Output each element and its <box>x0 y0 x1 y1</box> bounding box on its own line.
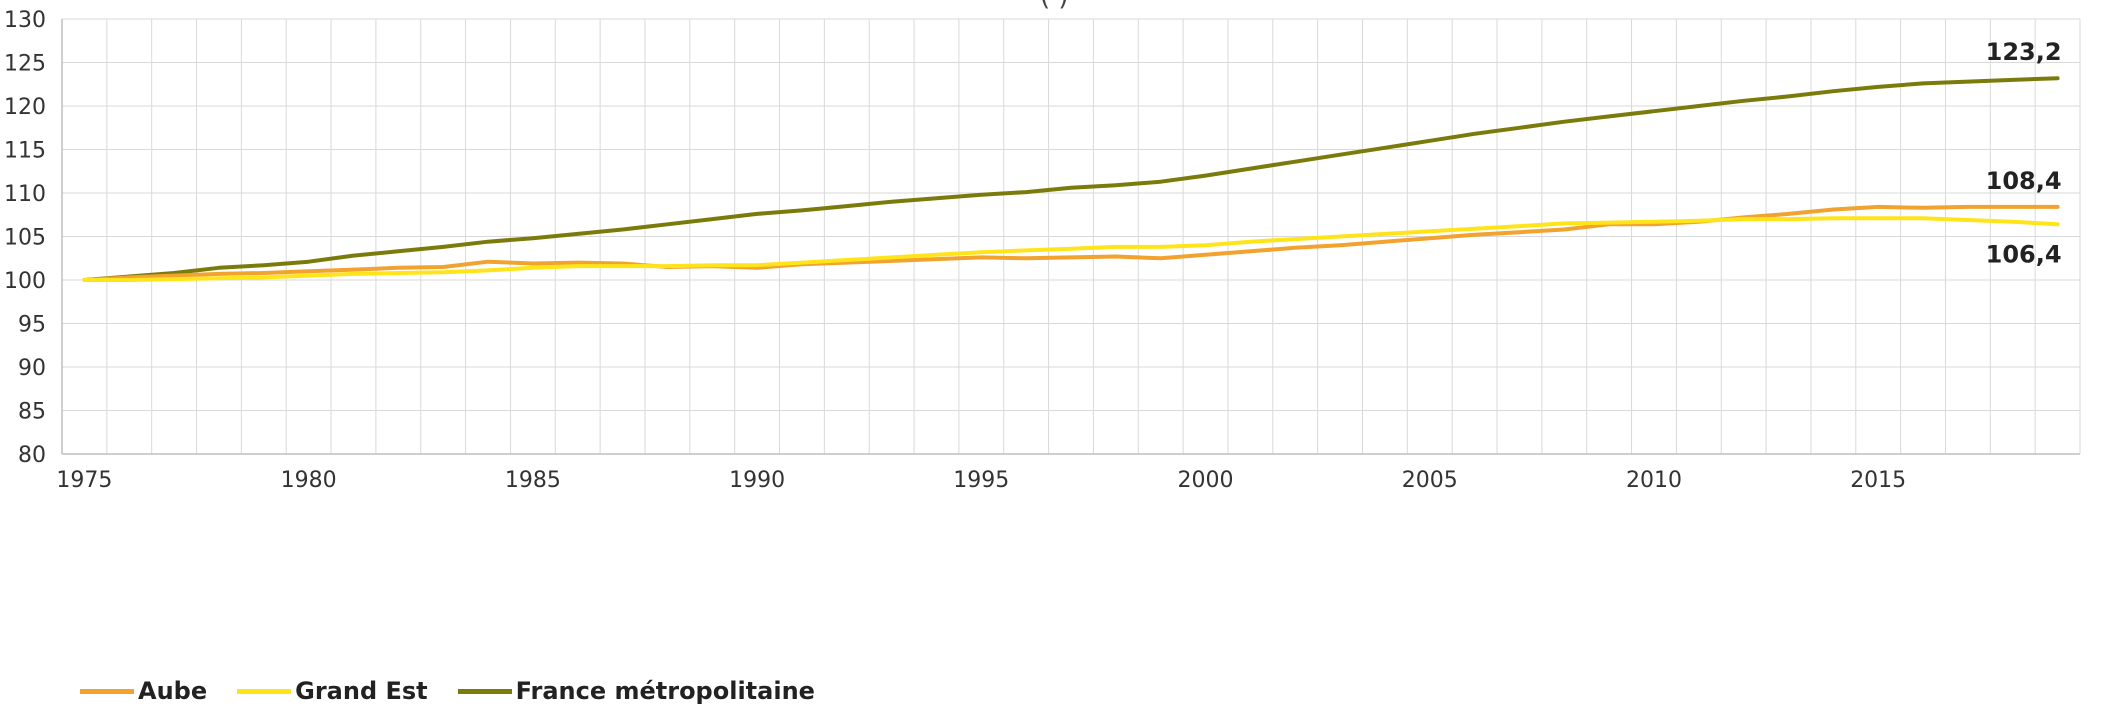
end-value-label: 108,4 <box>1986 167 2062 195</box>
legend-item-aube: Aube <box>80 677 207 705</box>
legend-item-grand-est: Grand Est <box>237 677 428 705</box>
chart-title-fragment: ( ) <box>1040 0 1069 12</box>
x-tick-label: 1975 <box>56 468 112 493</box>
legend-item-france: France métropolitaine <box>457 677 815 705</box>
x-tick-label: 1990 <box>729 468 785 493</box>
x-tick-label: 1980 <box>281 468 337 493</box>
legend-swatch-aube <box>80 688 134 694</box>
x-axis: 1975 1980 1985 1990 1995 2000 2005 2010 2015 <box>56 453 2080 493</box>
y-tick-label: 80 <box>18 443 46 468</box>
y-tick-label: 130 <box>4 8 46 33</box>
x-tick-label: 2000 <box>1178 468 1234 493</box>
y-tick-label: 120 <box>4 95 46 120</box>
y-axis: 80 85 90 95 100 105 110 115 120 125 130 <box>4 8 63 468</box>
series-lines <box>82 76 2060 282</box>
series-line-france-m-tropolitaine <box>82 76 2060 282</box>
y-tick-label: 125 <box>4 52 46 77</box>
x-tick-label: 2005 <box>1402 468 1458 493</box>
end-value-label: 123,2 <box>1986 38 2062 66</box>
x-tick-label: 2010 <box>1626 468 1682 493</box>
y-tick-label: 100 <box>4 269 46 294</box>
y-tick-label: 85 <box>18 400 46 425</box>
x-tick-label: 1995 <box>953 468 1009 493</box>
end-value-label: 106,4 <box>1986 240 2062 268</box>
x-tick-label: 1985 <box>505 468 561 493</box>
y-tick-label: 115 <box>4 139 46 164</box>
legend-swatch-france <box>457 688 512 694</box>
legend-label-grand-est: Grand Est <box>295 677 428 705</box>
grid-lines <box>61 18 2081 455</box>
legend-label-france: France métropolitaine <box>515 677 815 705</box>
legend-label-aube: Aube <box>138 677 208 705</box>
y-tick-label: 90 <box>18 356 46 381</box>
legend-swatch-grand-est <box>237 688 292 694</box>
series-line-grand-est <box>82 216 2060 282</box>
end-labels: 123,2 108,4 106,4 <box>1986 38 2062 268</box>
y-tick-label: 110 <box>4 182 46 207</box>
x-tick-label: 2015 <box>1850 468 1906 493</box>
y-tick-label: 105 <box>4 226 46 251</box>
legend: Aube Grand Est France métropolitaine <box>80 674 815 708</box>
y-tick-label: 95 <box>18 313 46 338</box>
